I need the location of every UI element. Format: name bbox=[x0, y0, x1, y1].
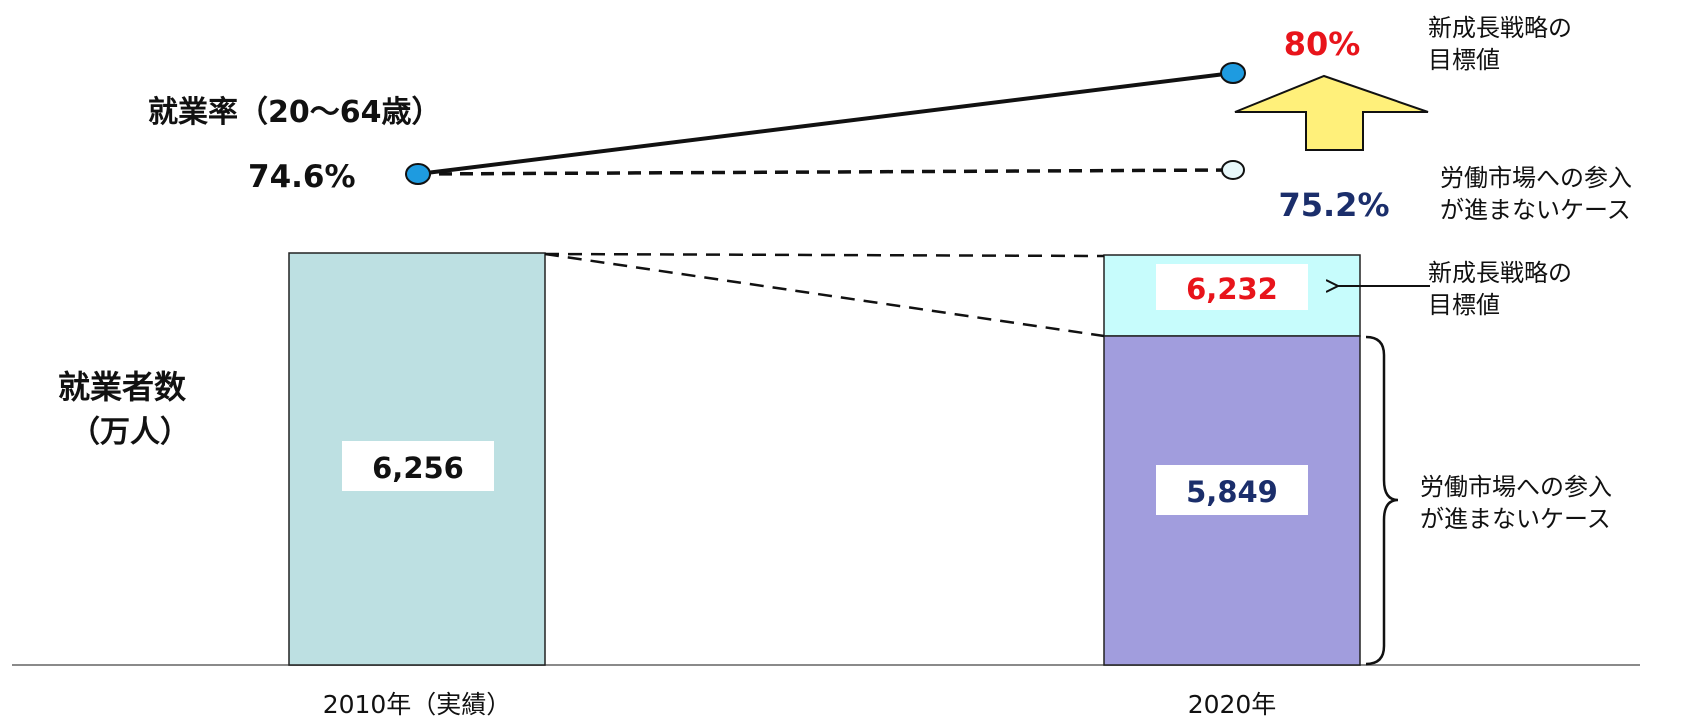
workers-label-line2: （万人） bbox=[70, 415, 190, 450]
bar-target-note-line1: 新成長戦略の bbox=[1428, 259, 1572, 287]
bar-target-note-line2: 目標値 bbox=[1428, 291, 1500, 319]
rate-2020-target-label: 80% bbox=[1284, 25, 1361, 63]
x-label-2020: 2020年 bbox=[1188, 690, 1277, 719]
bar-base-note-line2: が進まないケース bbox=[1420, 505, 1611, 533]
rate-2010-point bbox=[405, 163, 431, 185]
rate-target-line bbox=[417, 71, 1234, 176]
rate-2010-label: 74.6% bbox=[248, 159, 356, 195]
rate-base-line bbox=[417, 168, 1234, 176]
bar-2010-value-box bbox=[342, 441, 494, 491]
base-note-line2: が進まないケース bbox=[1440, 196, 1631, 224]
bar-2020-target-value-box bbox=[1156, 264, 1308, 310]
bar-2020-target-value: 6,232 bbox=[1186, 272, 1278, 306]
rate-title: 就業率（20～64歳） bbox=[148, 95, 442, 130]
x-label-2010: 2010年（実績） bbox=[323, 690, 512, 719]
workers-label-line1: 就業者数 bbox=[58, 368, 187, 406]
base-note-line1: 労働市場への参入 bbox=[1440, 164, 1632, 192]
bar-2020-base-value-box bbox=[1156, 465, 1308, 515]
target-note-line1: 新成長戦略の bbox=[1428, 14, 1572, 42]
rate-2020-base-point bbox=[1221, 160, 1245, 180]
rate-2020-target-point bbox=[1220, 62, 1246, 84]
bar-base-note-line1: 労働市場への参入 bbox=[1420, 473, 1612, 501]
bar-2010-value: 6,256 bbox=[372, 451, 464, 485]
base-case-bracket bbox=[1365, 335, 1399, 666]
target-note-line2: 目標値 bbox=[1428, 46, 1500, 74]
yellow-up-arrow bbox=[1234, 74, 1429, 151]
bar-2020-base-value: 5,849 bbox=[1186, 475, 1278, 509]
connector-lower-dashed bbox=[544, 252, 1105, 338]
connector-top-dashed bbox=[544, 252, 1105, 258]
rate-2020-base-label: 75.2% bbox=[1278, 186, 1389, 224]
